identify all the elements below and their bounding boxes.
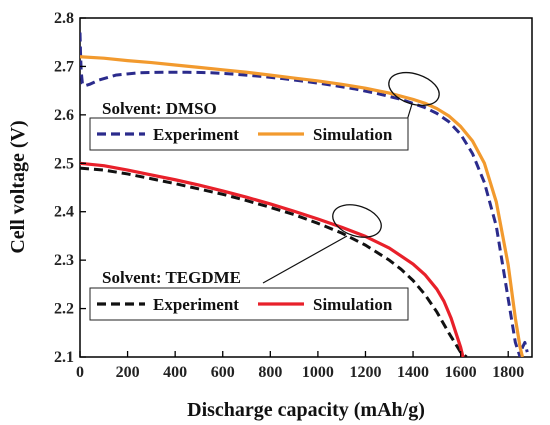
- x-tick-label: 0: [76, 364, 84, 381]
- legend-title-tegdme: Solvent: TEGDME: [102, 268, 241, 287]
- y-axis-title: Cell voltage (V): [7, 120, 29, 253]
- x-tick-label: 800: [258, 364, 282, 381]
- x-tick-label: 1200: [349, 364, 381, 381]
- annotation-ellipse-dmso: [388, 71, 440, 107]
- y-tick-label: 2.2: [54, 301, 74, 318]
- x-tick-label: 400: [163, 364, 187, 381]
- plot-area: 0 200 400 600 800 1000 1200 1400 1600 1800 2.1 2.2…: [54, 10, 533, 381]
- annotation-tegdme: [262, 204, 382, 284]
- y-tick-label: 2.3: [54, 252, 74, 269]
- series-layer: [80, 32, 529, 357]
- series-line-dmso-simulation: [80, 55, 525, 357]
- y-tick-label: 2.7: [54, 58, 74, 75]
- y-tick-label: 2.8: [54, 10, 74, 27]
- y-axis-ticks: 2.1 2.2 2.3 2.4 2.5 2.6 2.7 2.8: [54, 10, 86, 366]
- legend-title-dmso: Solvent: DMSO: [102, 99, 217, 118]
- annotation-leader-tegdme: [262, 235, 348, 284]
- x-tick-label: 1000: [302, 364, 334, 381]
- legend-label-dmso-experiment: Experiment: [153, 125, 239, 144]
- plot-frame: [79, 17, 533, 358]
- series-line-tegdme-simulation: [80, 161, 465, 357]
- y-tick-label: 2.1: [54, 349, 74, 366]
- x-tick-label: 1800: [492, 364, 524, 381]
- series-line-dmso-experiment: [80, 32, 529, 357]
- x-tick-label: 600: [211, 364, 235, 381]
- x-tick-label: 1600: [445, 364, 477, 381]
- x-axis-ticks: 0 200 400 600 800 1000 1200 1400 1600 1800: [76, 351, 524, 381]
- legend-dmso: Solvent: DMSO Experiment Simulation: [89, 99, 409, 151]
- x-tick-label: 200: [116, 364, 140, 381]
- legend-label-dmso-simulation: Simulation: [313, 125, 393, 144]
- legend-label-tegdme-experiment: Experiment: [153, 295, 239, 314]
- legend-tegdme: Solvent: TEGDME Experiment Simulation: [89, 268, 409, 321]
- series-line-tegdme-experiment: [80, 166, 468, 357]
- y-tick-label: 2.6: [54, 107, 74, 124]
- annotation-ellipse-tegdme: [332, 204, 382, 238]
- y-tick-label: 2.5: [54, 155, 74, 172]
- y-tick-label: 2.4: [54, 204, 74, 221]
- x-tick-label: 1400: [397, 364, 429, 381]
- legend-label-tegdme-simulation: Simulation: [313, 295, 393, 314]
- x-axis-title: Discharge capacity (mAh/g): [187, 399, 425, 421]
